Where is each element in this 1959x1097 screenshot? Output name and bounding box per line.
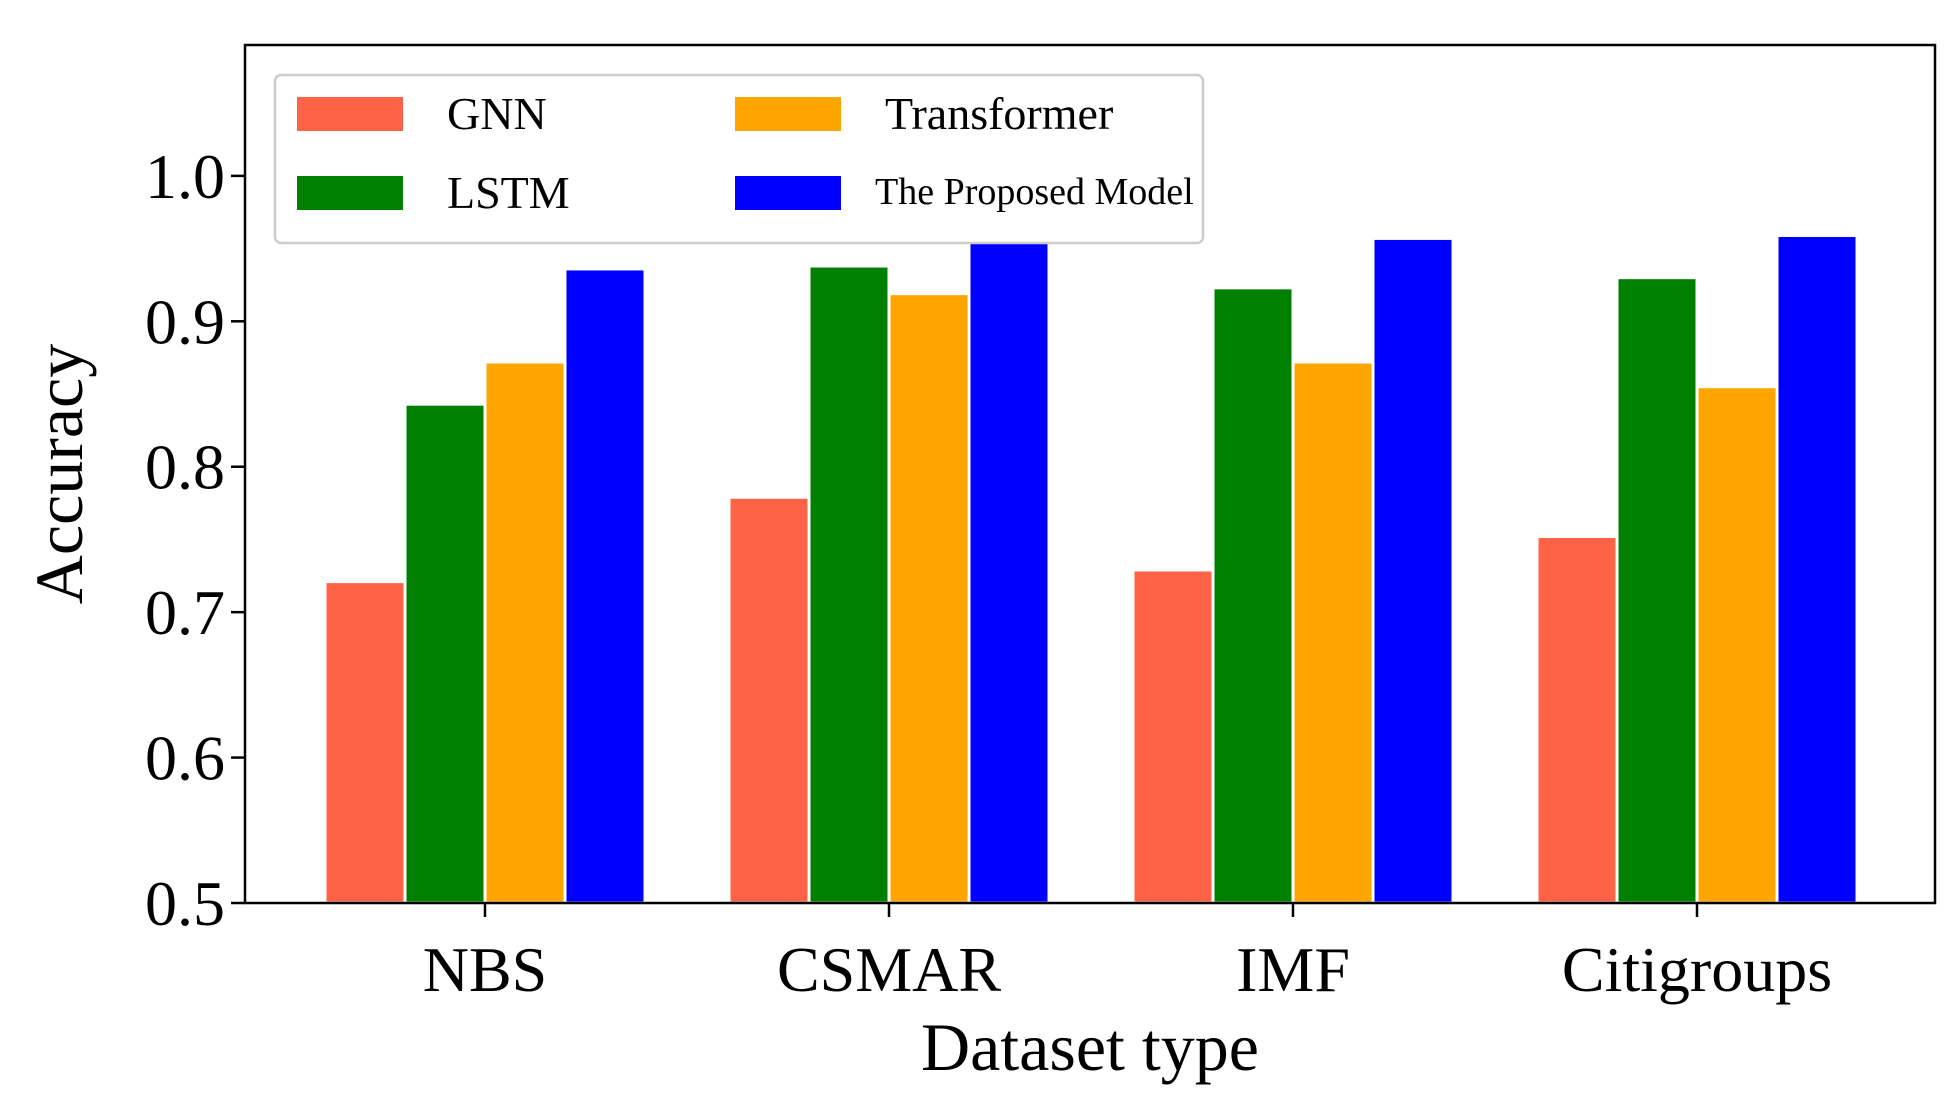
y-tick-label: 0.8 bbox=[145, 432, 225, 503]
x-tick-label-citigroups: Citigroups bbox=[1562, 934, 1832, 1005]
y-axis-title: Accuracy bbox=[21, 344, 97, 604]
bar-lstm-imf bbox=[1211, 286, 1295, 905]
bar-the-proposed-model-csmar bbox=[967, 229, 1051, 905]
bar-the-proposed-model-citigroups bbox=[1775, 234, 1859, 905]
bar-the-proposed-model-nbs bbox=[563, 267, 647, 905]
legend-label-the-proposed-model: The Proposed Model bbox=[875, 171, 1194, 213]
bar-lstm-csmar bbox=[807, 264, 891, 905]
y-tick-label: 0.7 bbox=[145, 577, 225, 648]
bar-gnn-nbs bbox=[323, 580, 407, 905]
legend-swatch-lstm bbox=[297, 176, 403, 210]
bar-lstm-nbs bbox=[403, 402, 487, 905]
y-tick-label: 0.9 bbox=[145, 286, 225, 357]
x-axis-title: Dataset type bbox=[921, 1009, 1259, 1085]
bar-lstm-citigroups bbox=[1615, 276, 1699, 905]
y-axis: 0.5 0.6 0.7 0.8 0.9 1.0 bbox=[145, 141, 245, 939]
bar-gnn-imf bbox=[1131, 568, 1215, 905]
y-tick-label: 0.6 bbox=[145, 723, 225, 794]
bars-layer bbox=[323, 229, 1859, 905]
y-tick-label: 0.5 bbox=[145, 868, 225, 939]
bar-transformer-nbs bbox=[483, 360, 567, 905]
bar-the-proposed-model-imf bbox=[1371, 236, 1455, 905]
legend-swatch-the-proposed-model bbox=[735, 176, 841, 210]
y-tick-label: 1.0 bbox=[145, 141, 225, 212]
bar-gnn-citigroups bbox=[1535, 535, 1619, 905]
x-axis: NBS CSMAR IMF Citigroups bbox=[423, 903, 1832, 1005]
legend-label-lstm: LSTM bbox=[447, 167, 570, 218]
x-tick-label-nbs: NBS bbox=[423, 934, 548, 1005]
legend: GNN LSTM Transformer The Proposed Model bbox=[273, 73, 1205, 245]
plot-area-frame bbox=[243, 43, 1937, 905]
legend-box bbox=[273, 73, 1205, 245]
bar-transformer-csmar bbox=[887, 292, 971, 905]
legend-swatch-gnn bbox=[297, 97, 403, 131]
bar-transformer-citigroups bbox=[1695, 385, 1779, 905]
x-tick-label-csmar: CSMAR bbox=[777, 934, 1001, 1005]
legend-swatch-transformer bbox=[735, 97, 841, 131]
bar-transformer-imf bbox=[1291, 360, 1375, 905]
x-tick-label-imf: IMF bbox=[1236, 934, 1350, 1005]
legend-label-transformer: Transformer bbox=[885, 88, 1113, 139]
legend-label-gnn: GNN bbox=[447, 88, 547, 139]
bar-gnn-csmar bbox=[727, 495, 811, 905]
